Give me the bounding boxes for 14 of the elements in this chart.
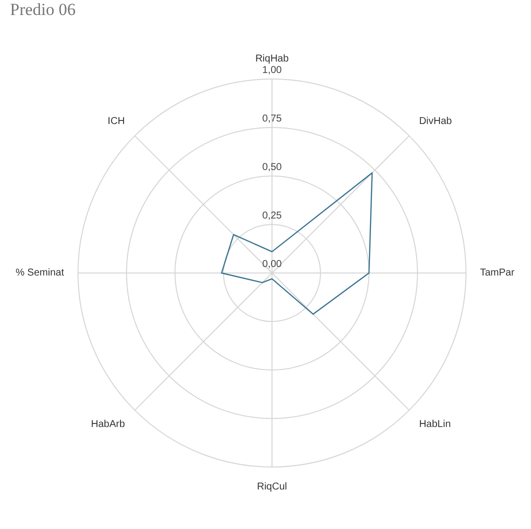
chart-title: Predio 06 [10, 0, 76, 20]
spoke-label: % Seminat [16, 268, 64, 278]
spoke-label: HabArb [91, 418, 126, 430]
y-tick-label: 1,00 [262, 65, 282, 76]
y-tick-label: 0,75 [262, 114, 282, 124]
spoke-label: ICH [108, 116, 125, 128]
y-tick-label: 0,25 [262, 210, 282, 222]
y-tick-label: 0,50 [262, 162, 282, 173]
spoke-label: DivHab [419, 116, 452, 128]
spoke-label: TamPar [480, 268, 516, 278]
y-tick-label: 0,00 [262, 259, 282, 270]
spoke-label: RiqHab [255, 54, 290, 64]
spoke-label: HabLin [419, 418, 451, 430]
spoke-label: RiqCul [256, 482, 288, 492]
